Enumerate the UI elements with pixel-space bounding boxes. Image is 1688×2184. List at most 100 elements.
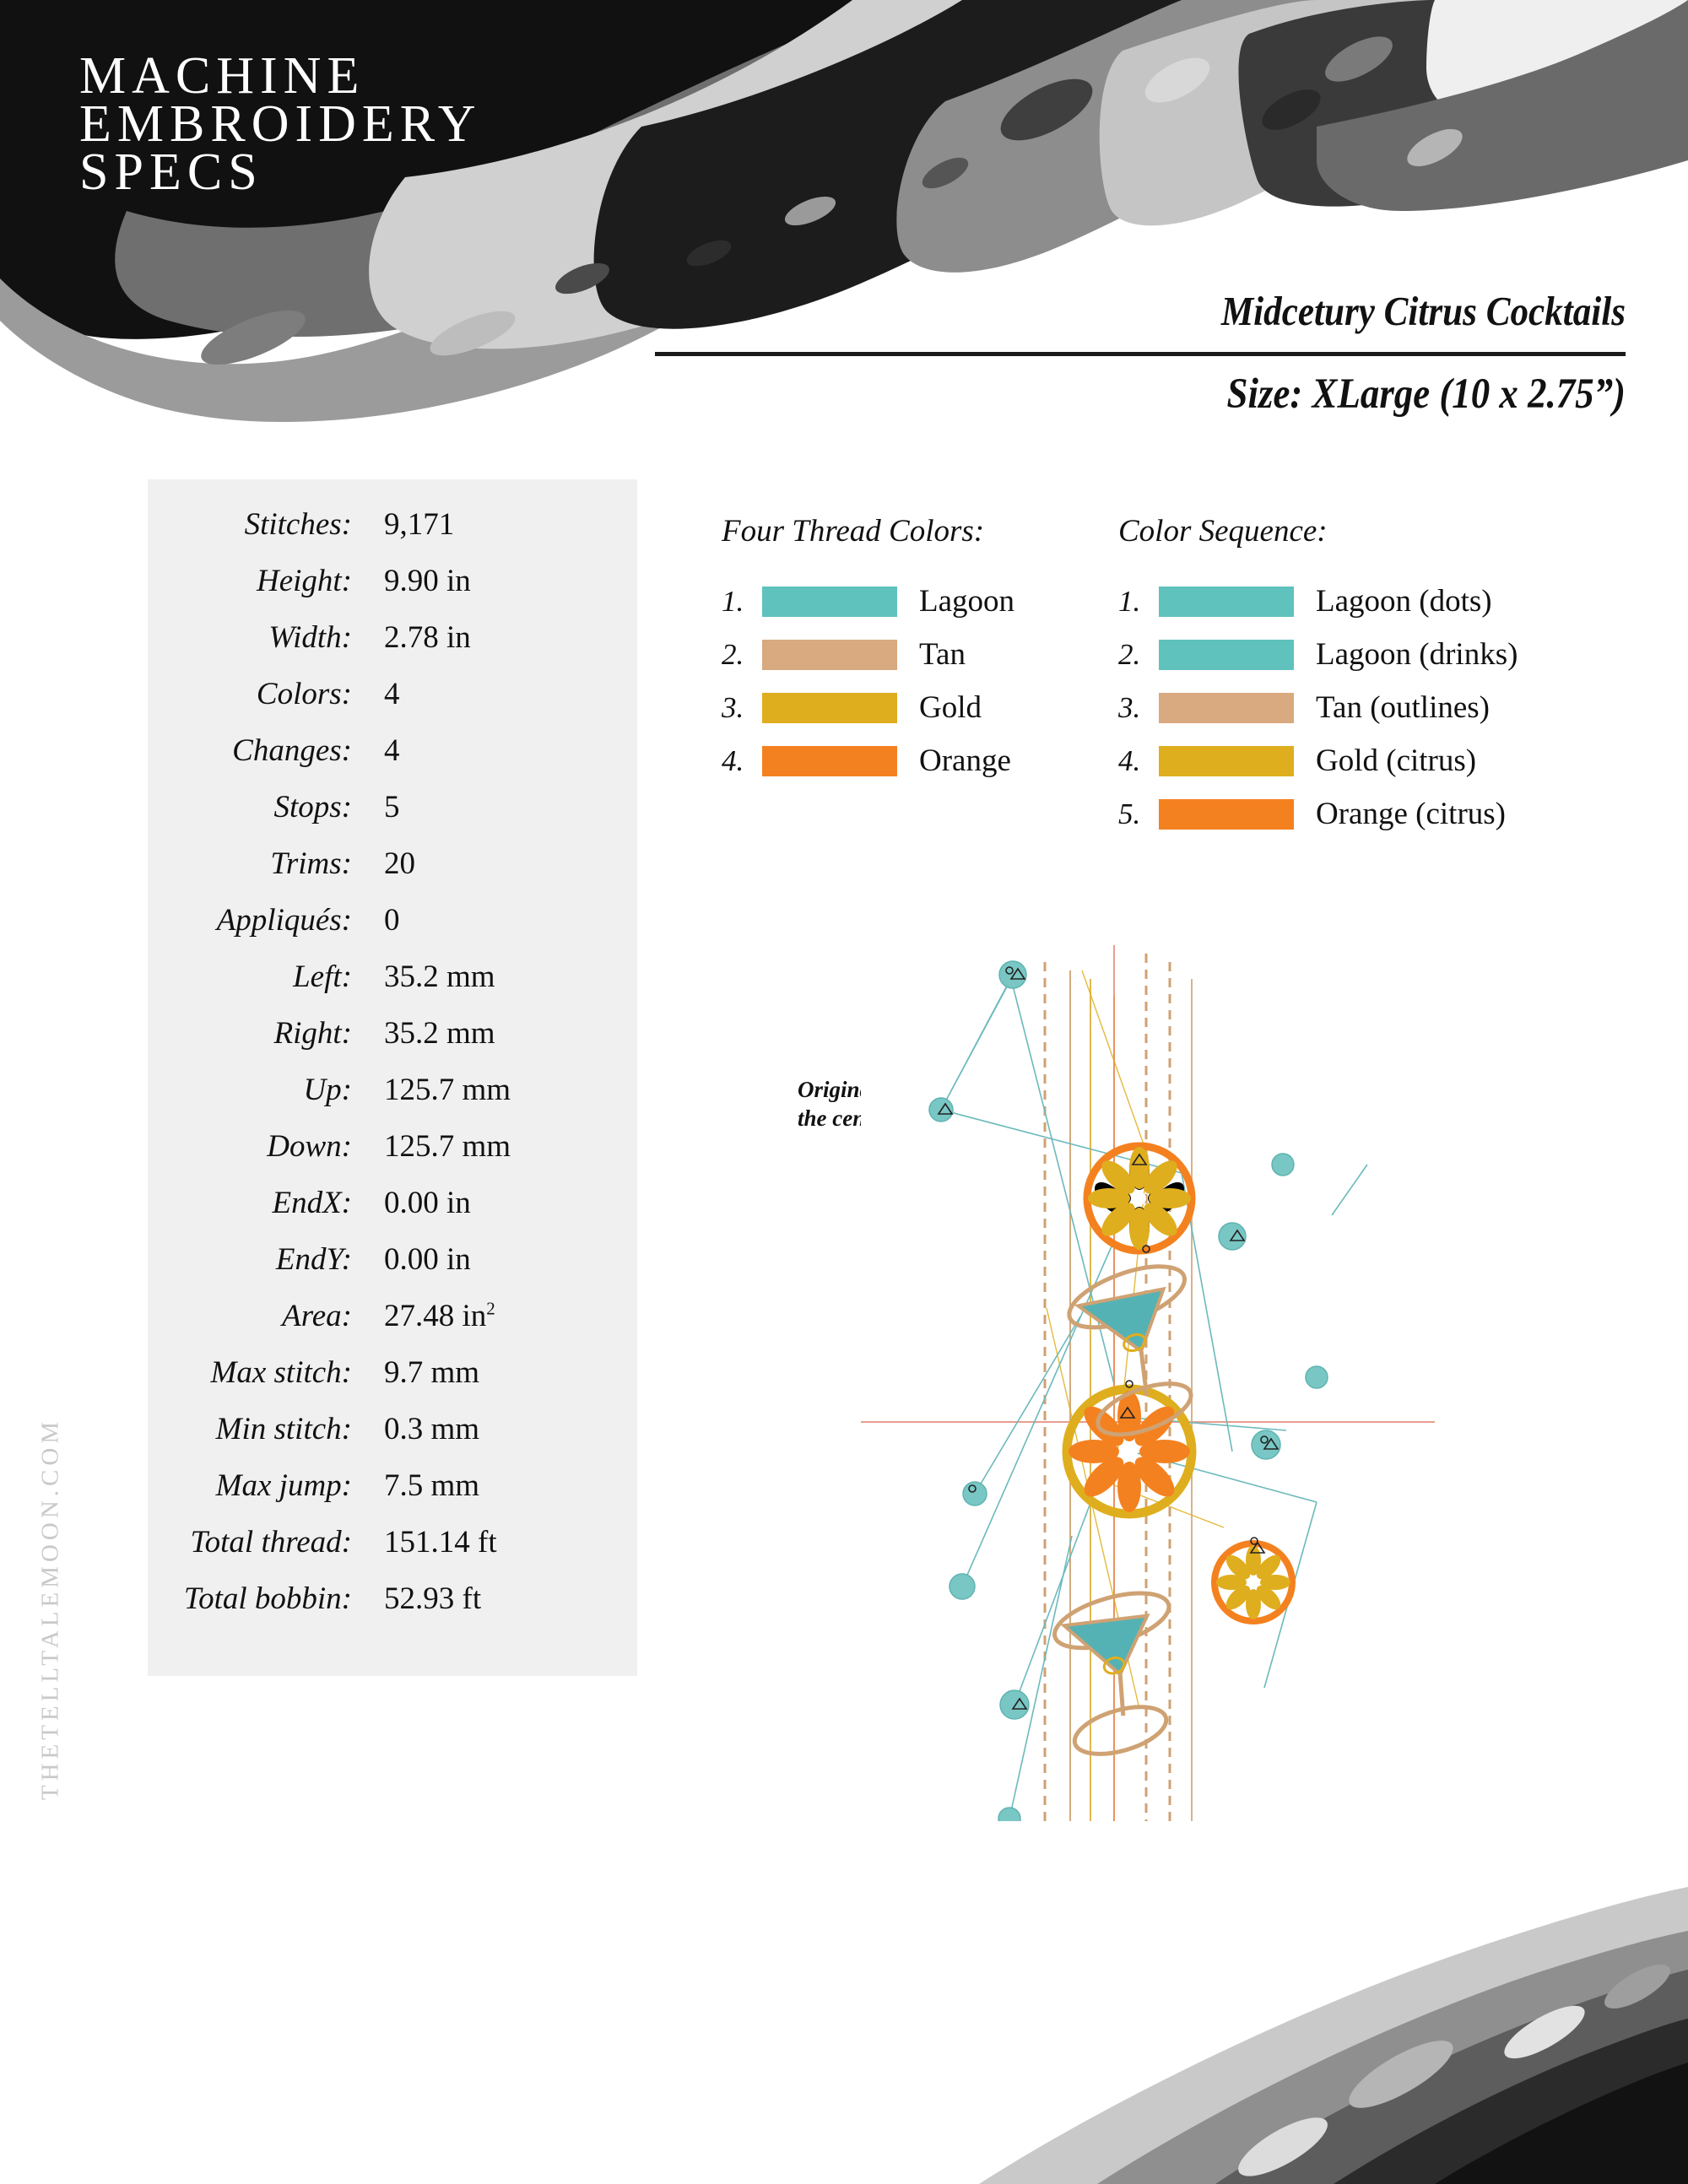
thread-color-index: 1. [722, 584, 744, 618]
color-sequence-index: 2. [1118, 637, 1141, 671]
spec-label: Stops: [273, 790, 353, 824]
thread-colors-section: Four Thread Colors: 1. Lagoon 2. Tan 3. … [722, 513, 1076, 787]
spec-label: Trims: [270, 846, 352, 881]
thread-color-name: Orange [919, 743, 1011, 778]
thread-color-index: 2. [722, 637, 744, 671]
color-sequence-name: Lagoon (drinks) [1316, 637, 1518, 672]
spec-row-max-stitch: Max stitch: 9.7 mm [148, 1354, 637, 1411]
page-title: Machine Embroidery Specs [79, 47, 482, 202]
color-sequence-row-5: 5. Orange (citrus) [1118, 787, 1625, 841]
spec-row-endx: EndX: 0.00 in [148, 1185, 637, 1241]
color-sequence-row-1: 1. Lagoon (dots) [1118, 575, 1625, 628]
spec-value: 2.78 in [384, 620, 471, 655]
thread-color-swatch [762, 692, 897, 723]
color-sequence-swatch [1159, 586, 1294, 617]
spec-value: 125.7 mm [384, 1073, 511, 1107]
spec-value: 52.93 ft [384, 1581, 482, 1616]
spec-value: 0.00 in [384, 1186, 471, 1220]
thread-colors-heading: Four Thread Colors: [722, 514, 985, 549]
specs-table: Stitches: 9,171 Height: 9.90 in Width: 2… [148, 506, 637, 1637]
spec-row-area: Area: 27.48 in2 [148, 1298, 637, 1354]
color-sequence-swatch [1159, 639, 1294, 670]
color-sequence-section: Color Sequence: 1. Lagoon (dots) 2. Lago… [1118, 513, 1625, 841]
thread-color-index: 3. [722, 690, 744, 724]
thread-color-row-gold: 3. Gold [722, 681, 1076, 734]
spec-value: 4 [384, 677, 400, 711]
spec-label: EndY: [275, 1242, 352, 1277]
spec-row-stops: Stops: 5 [148, 789, 637, 846]
thread-color-swatch [762, 586, 897, 617]
spec-row-total-thread: Total thread: 151.14 ft [148, 1524, 637, 1581]
spec-label: Appliqués: [216, 903, 352, 938]
thread-color-row-lagoon: 1. Lagoon [722, 575, 1076, 628]
color-sequence-index: 3. [1118, 690, 1141, 724]
spec-row-appliques: Appliqués: 0 [148, 902, 637, 959]
spec-value: 9.90 in [384, 564, 471, 598]
spec-value: 7.5 mm [384, 1468, 480, 1503]
spec-value: 9,171 [384, 507, 455, 542]
spec-label: Min stitch: [215, 1412, 352, 1446]
spec-value: 9.7 mm [384, 1355, 480, 1390]
color-sequence-row-3: 3. Tan (outlines) [1118, 681, 1625, 734]
color-sequence-swatch [1159, 798, 1294, 830]
spec-row-min-stitch: Min stitch: 0.3 mm [148, 1411, 637, 1468]
spec-row-stitches: Stitches: 9,171 [148, 506, 637, 563]
color-sequence-index: 4. [1118, 743, 1141, 777]
page-title-line-2: Embroidery [79, 95, 482, 154]
spec-label: EndX: [272, 1186, 352, 1220]
color-sequence-swatch [1159, 692, 1294, 723]
thread-color-name: Tan [919, 637, 966, 672]
color-sequence-name: Gold (citrus) [1316, 743, 1477, 778]
spec-label: Colors: [256, 677, 352, 711]
spec-label: Area: [282, 1299, 352, 1333]
spec-label: Changes: [232, 733, 352, 768]
spec-value: 35.2 mm [384, 1016, 495, 1051]
color-sequence-name: Orange (citrus) [1316, 797, 1506, 831]
spec-label: Height: [256, 564, 352, 598]
spec-value: 4 [384, 733, 400, 768]
spec-label: Max jump: [215, 1468, 352, 1503]
spec-label: Max stitch: [210, 1355, 352, 1390]
spec-row-height: Height: 9.90 in [148, 563, 637, 619]
color-sequence-swatch [1159, 745, 1294, 776]
spec-row-total-bobbin: Total bobbin: 52.93 ft [148, 1581, 637, 1637]
spec-value: 35.2 mm [384, 960, 495, 994]
spec-row-max-jump: Max jump: 7.5 mm [148, 1468, 637, 1524]
spec-row-down: Down: 125.7 mm [148, 1128, 637, 1185]
spec-value-text: 27.48 in [384, 1299, 487, 1333]
specs-panel-background [148, 479, 637, 1676]
spec-row-colors: Colors: 4 [148, 676, 637, 733]
spec-row-endy: EndY: 0.00 in [148, 1241, 637, 1298]
spec-row-width: Width: 2.78 in [148, 619, 637, 676]
color-sequence-heading: Color Sequence: [1118, 514, 1328, 549]
thread-color-index: 4. [722, 743, 744, 777]
design-header: Midcetury Citrus Cocktails Size: XLarge … [655, 287, 1626, 419]
spec-label: Total thread: [190, 1525, 352, 1560]
color-sequence-name: Tan (outlines) [1316, 690, 1490, 725]
spec-row-trims: Trims: 20 [148, 846, 637, 902]
page-title-line-1: Machine [79, 47, 365, 105]
thread-color-name: Lagoon [919, 584, 1015, 619]
thread-color-row-orange: 4. Orange [722, 734, 1076, 787]
spec-row-left: Left: 35.2 mm [148, 959, 637, 1015]
spec-value: 0.3 mm [384, 1412, 480, 1446]
color-sequence-row-4: 4. Gold (citrus) [1118, 734, 1625, 787]
page-title-line-3: Specs [79, 143, 263, 202]
bottom-banner-artwork [0, 1821, 1688, 2184]
spec-value-superscript: 2 [486, 1298, 495, 1319]
color-sequence-name: Lagoon (dots) [1316, 584, 1492, 619]
thread-color-swatch [762, 745, 897, 776]
spec-value: 0 [384, 903, 400, 938]
spec-row-right: Right: 35.2 mm [148, 1015, 637, 1072]
top-banner-artwork [0, 0, 1688, 439]
spec-value: 0.00 in [384, 1242, 471, 1277]
spec-value: 125.7 mm [384, 1129, 511, 1164]
color-sequence-index: 1. [1118, 584, 1141, 618]
spec-value: 151.14 ft [384, 1525, 497, 1560]
spec-label: Total bobbin: [183, 1581, 352, 1616]
spec-label: Stitches: [244, 507, 352, 542]
design-size: Size: XLarge (10 x 2.75”) [1226, 370, 1626, 418]
spec-value: 20 [384, 846, 415, 881]
spec-label: Left: [293, 960, 352, 994]
color-sequence-row-2: 2. Lagoon (drinks) [1118, 628, 1625, 681]
